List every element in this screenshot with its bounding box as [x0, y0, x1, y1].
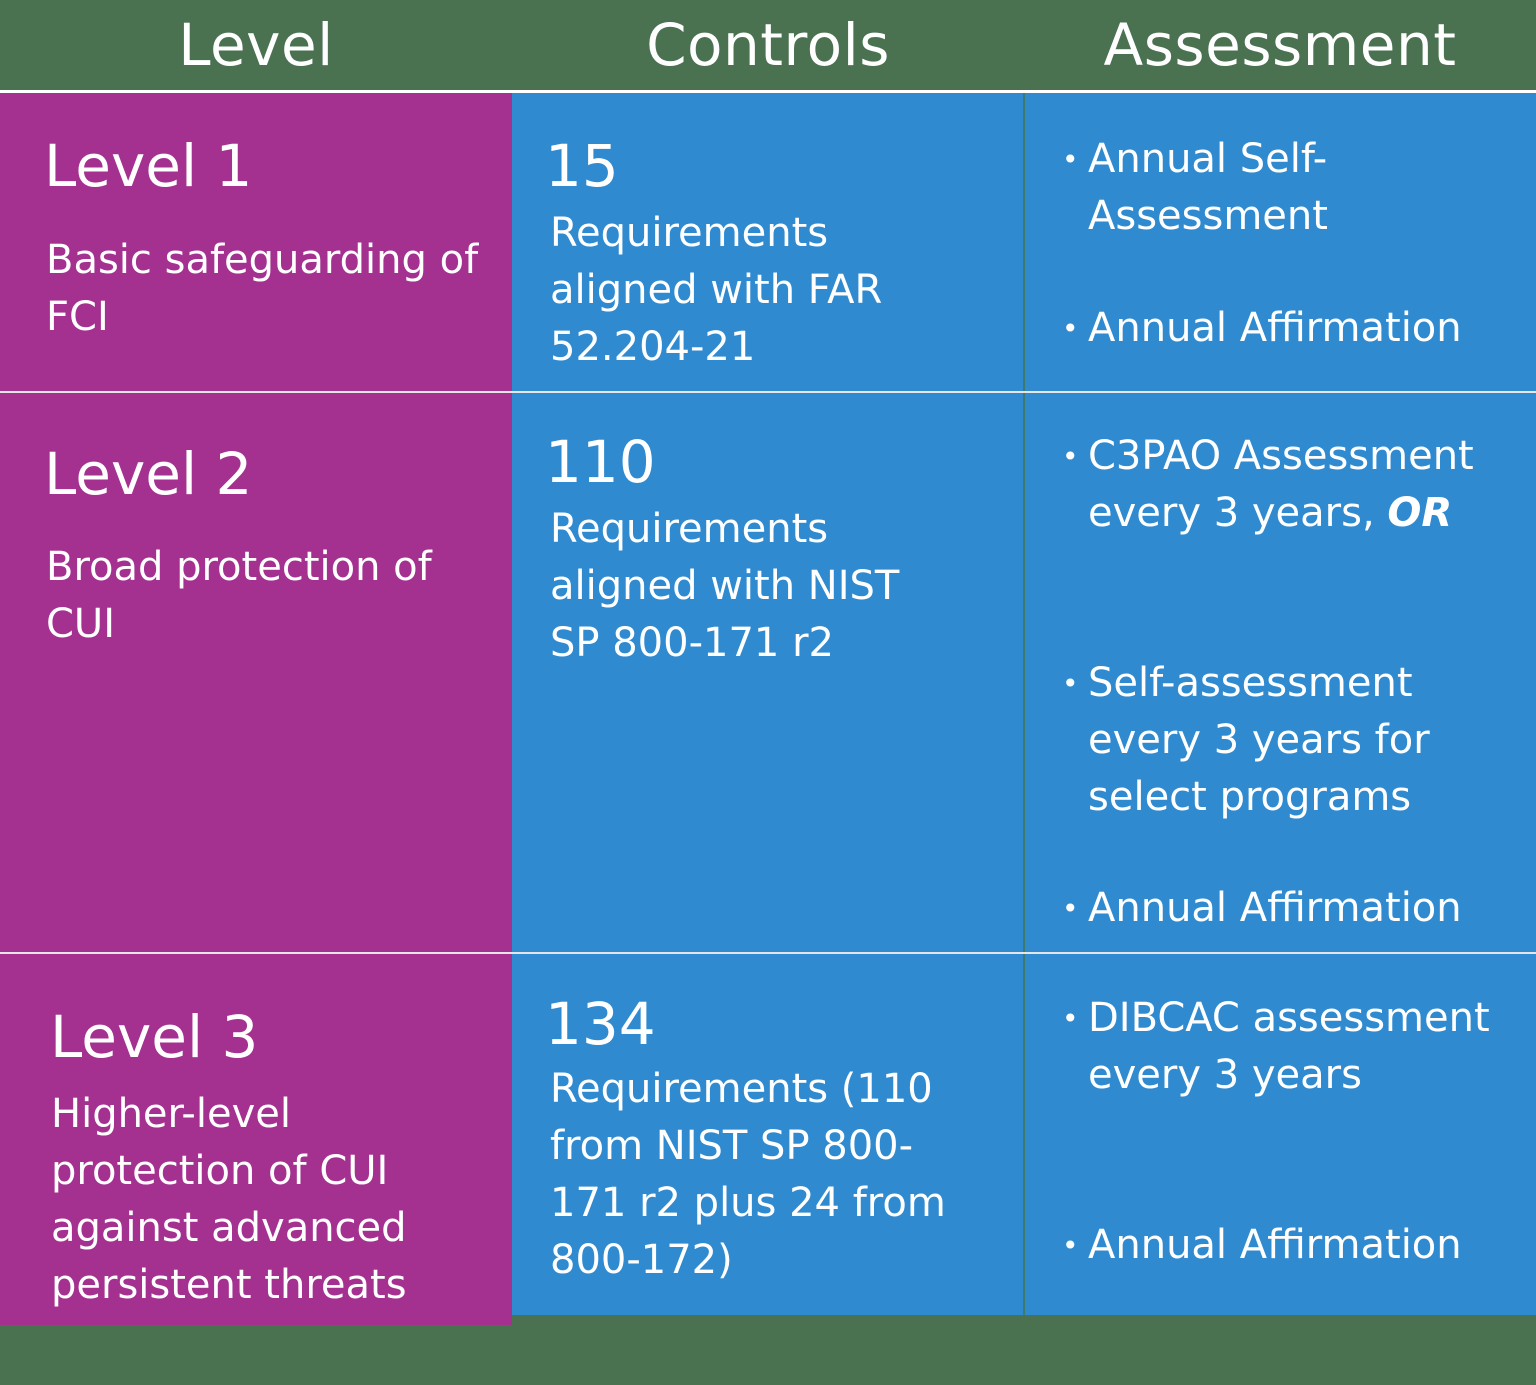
assessment-item: • DIBCAC assessment every 3 years — [1062, 990, 1522, 1104]
level-title: Level 1 — [44, 132, 253, 200]
assessment-item: • Annual Affirmation — [1062, 880, 1522, 937]
bullet-icon: • — [1062, 312, 1079, 345]
controls-count: 15 — [545, 132, 619, 200]
level-column — [0, 93, 512, 1325]
bullet-icon: • — [1062, 440, 1079, 473]
assessment-item: • Self-assessment every 3 years for sele… — [1062, 655, 1522, 826]
controls-description: Requirements aligned with FAR 52.204-21 — [550, 210, 883, 370]
header-level: Level — [178, 11, 334, 79]
level-description: Basic safeguarding of FCI — [46, 237, 479, 340]
bullet-icon: • — [1062, 1229, 1079, 1262]
assessment-item: • Annual Affirmation — [1062, 1217, 1522, 1274]
header-controls: Controls — [646, 11, 890, 79]
controls-description: Requirements (110 from NIST SP 800-171 r… — [550, 1066, 946, 1283]
assessment-column — [1024, 93, 1536, 1315]
level-description: Higher-level protection of CUI against a… — [51, 1091, 407, 1308]
controls-count: 110 — [545, 428, 656, 496]
column-divider — [1023, 93, 1025, 1315]
bullet-icon: • — [1062, 1002, 1079, 1035]
row-divider — [0, 391, 1536, 393]
controls-description: Requirements aligned with NIST SP 800-17… — [550, 506, 900, 666]
header-divider — [0, 90, 1536, 93]
assessment-item: • Annual Affirmation — [1062, 300, 1522, 357]
assessment-item: • C3PAO Assessment every 3 years, OR — [1062, 428, 1522, 542]
controls-column — [512, 93, 1024, 1315]
controls-count: 134 — [545, 990, 656, 1058]
bullet-icon: • — [1062, 143, 1079, 176]
assessment-item: • Annual Self-Assessment — [1062, 131, 1522, 245]
bullet-icon: • — [1062, 667, 1079, 700]
header-assessment: Assessment — [1103, 11, 1457, 79]
row-divider — [0, 952, 1536, 954]
level-title: Level 3 — [50, 1003, 259, 1071]
level-description: Broad protection of CUI — [46, 544, 432, 647]
bullet-icon: • — [1062, 892, 1079, 925]
level-title: Level 2 — [44, 440, 253, 508]
or-emphasis: OR — [1387, 490, 1453, 536]
